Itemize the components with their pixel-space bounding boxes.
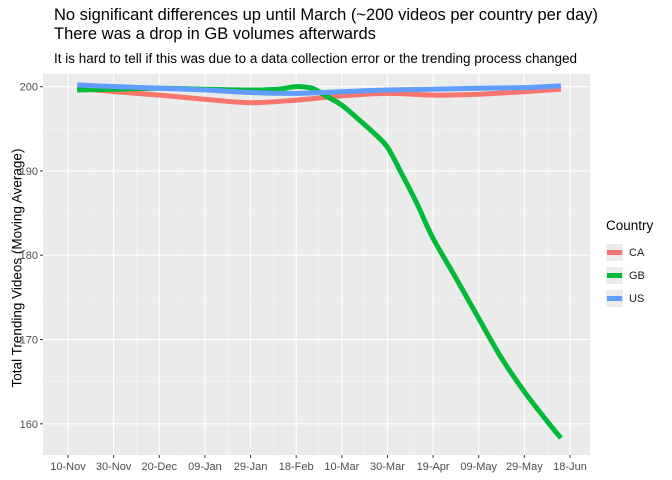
x-tick-label: 29-May bbox=[506, 461, 543, 473]
legend-swatch bbox=[607, 273, 622, 278]
legend-key bbox=[606, 244, 623, 261]
x-tick-label: 29-Jan bbox=[234, 461, 268, 473]
series-line-us bbox=[77, 82, 562, 96]
x-tick-label: 18-Jun bbox=[553, 461, 587, 473]
axis-ticks bbox=[40, 86, 571, 458]
minor-gridlines bbox=[43, 74, 590, 455]
plot-panel bbox=[43, 74, 590, 455]
y-tick-label: 170 bbox=[20, 335, 38, 347]
x-tick-label: 20-Dec bbox=[142, 461, 178, 473]
y-tick-labels: 160 170 180 190 200 bbox=[20, 82, 38, 431]
x-tick-label: 30-Nov bbox=[96, 461, 132, 473]
legend-item-ca: CA bbox=[606, 241, 653, 264]
legend-swatch bbox=[607, 250, 622, 255]
chart-title: No significant differences up until Marc… bbox=[54, 6, 599, 24]
x-tick-label: 10-Nov bbox=[50, 461, 86, 473]
legend-label: GB bbox=[629, 269, 645, 282]
y-tick-label: 200 bbox=[20, 82, 38, 94]
x-tick-label: 30-Mar bbox=[370, 461, 405, 473]
legend-label: CA bbox=[629, 246, 645, 259]
x-tick-labels: 10-Nov 30-Nov 20-Dec 09-Jan 29-Jan 18-Feb 10-M… bbox=[50, 461, 587, 473]
legend-key bbox=[606, 290, 623, 307]
x-tick-label: 19-Apr bbox=[417, 461, 450, 473]
chart-subtitle: It is hard to tell if this was due to a … bbox=[54, 51, 578, 66]
major-gridlines bbox=[43, 74, 590, 455]
y-tick-label: 190 bbox=[20, 166, 38, 178]
legend-swatch bbox=[607, 296, 622, 301]
legend-item-gb: GB bbox=[606, 264, 653, 287]
legend-item-us: US bbox=[606, 287, 653, 310]
x-tick-label: 18-Feb bbox=[279, 461, 314, 473]
legend: Country CA GB US bbox=[606, 218, 653, 310]
series-line-ca bbox=[76, 85, 562, 106]
legend-title: Country bbox=[606, 218, 654, 233]
x-tick-label: 09-Jan bbox=[188, 461, 222, 473]
y-tick-label: 180 bbox=[20, 250, 38, 262]
x-tick-label: 09-May bbox=[460, 461, 497, 473]
series-lines bbox=[76, 82, 563, 440]
legend-label: US bbox=[629, 292, 645, 305]
legend-key bbox=[606, 267, 623, 284]
chart-title-line-2: There was a drop in GB volumes afterward… bbox=[54, 25, 376, 43]
y-tick-label: 160 bbox=[20, 419, 38, 431]
x-tick-label: 10-Mar bbox=[324, 461, 359, 473]
